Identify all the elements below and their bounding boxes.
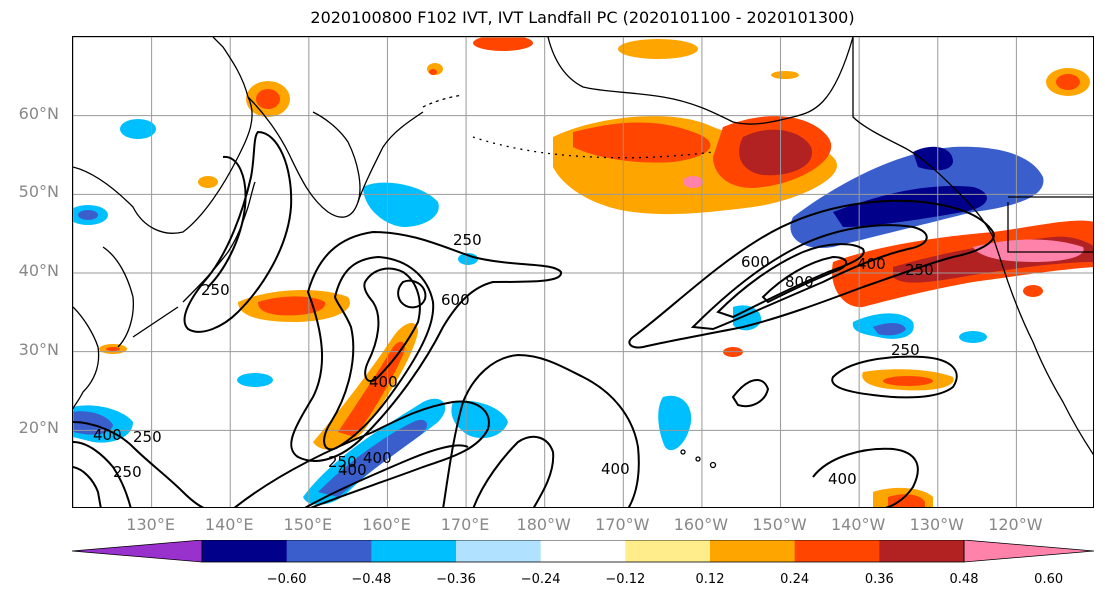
- colorbar-segment: [286, 540, 372, 562]
- contour-label: 400: [338, 461, 367, 479]
- contour-label: 400: [369, 373, 398, 391]
- colorbar-tick-label: −0.12: [605, 572, 646, 587]
- longitude-label: 130°E: [126, 515, 175, 534]
- map-title: 2020100800 F102 IVT, IVT Landfall PC (20…: [310, 8, 855, 27]
- contour-label: 600: [441, 291, 470, 309]
- longitude-label: 140°E: [204, 515, 254, 534]
- colorbar-tick-label: 0.36: [864, 572, 894, 587]
- colorbar-outline: [201, 540, 965, 563]
- colorbar-segment: [540, 540, 626, 562]
- longitude-label: 140°W: [830, 515, 886, 534]
- colorbar-tick-label: −0.48: [351, 572, 392, 587]
- colorbar-tick-label: −0.36: [436, 572, 476, 587]
- colorbar-segment: [202, 540, 288, 562]
- contour-label: 400: [363, 449, 392, 467]
- longitude-label: 170°W: [595, 515, 650, 534]
- longitude-label: 150°W: [752, 515, 807, 534]
- colorbar-extend-max: [963, 540, 1094, 563]
- colorbar-tick-label: 0.12: [695, 572, 725, 587]
- contour-label: 250: [453, 231, 482, 249]
- contour-label: 400: [857, 255, 886, 273]
- colorbar-segment: [794, 540, 880, 562]
- colorbar-tick-label: 0.24: [780, 572, 810, 587]
- longitude-label: 160°E: [362, 515, 411, 534]
- contour-label: 800: [785, 273, 814, 291]
- colorbar-segment: [371, 540, 457, 562]
- map-panel[interactable]: 250 600 400 250 600 800 400 250 250 400 250 400 400 4…: [72, 36, 1094, 508]
- colorbar-segment: [625, 540, 711, 562]
- contour-label: 400: [828, 470, 857, 488]
- colorbar-extend-min: [72, 540, 203, 563]
- colorbar-segment: [879, 540, 965, 562]
- colorbar-tick-label: 0.60: [1034, 572, 1064, 587]
- coastlines: [73, 37, 1093, 469]
- contour-label: 250: [328, 453, 357, 471]
- longitude-label: 160°W: [673, 515, 729, 534]
- longitude-label: 180°W: [516, 515, 571, 534]
- contour-label: 250: [905, 261, 934, 279]
- colorbar-tick-label: −0.60: [266, 572, 307, 587]
- colorbar-segment: [456, 540, 542, 562]
- contour-label: 250: [201, 281, 230, 299]
- latitude-label: 40°N: [18, 261, 59, 280]
- contour-label: 600: [741, 253, 770, 271]
- latitude-label: 50°N: [18, 182, 59, 202]
- longitude-label: 130°W: [909, 515, 964, 534]
- colorbar-tick-label: −0.24: [520, 572, 561, 587]
- latitude-label: 60°N: [18, 103, 59, 123]
- longitude-label: 170°E: [440, 515, 490, 534]
- colorbar-tick-label: 0.48: [949, 572, 979, 587]
- contour-label: 250: [113, 463, 142, 481]
- ivt-contours: [73, 130, 995, 507]
- contour-label: 400: [93, 426, 122, 444]
- longitude-label: 150°E: [283, 515, 333, 534]
- latitude-label: 20°N: [18, 418, 59, 438]
- contour-label: 250: [891, 341, 920, 359]
- contour-label: 250: [133, 428, 162, 446]
- colorbar: [72, 540, 1094, 563]
- longitude-label: 120°W: [988, 515, 1043, 534]
- graticule-gridlines: [73, 37, 1093, 507]
- contour-label: 400: [601, 460, 630, 478]
- latitude-label: 30°N: [18, 339, 59, 359]
- colorbar-segment: [710, 540, 796, 562]
